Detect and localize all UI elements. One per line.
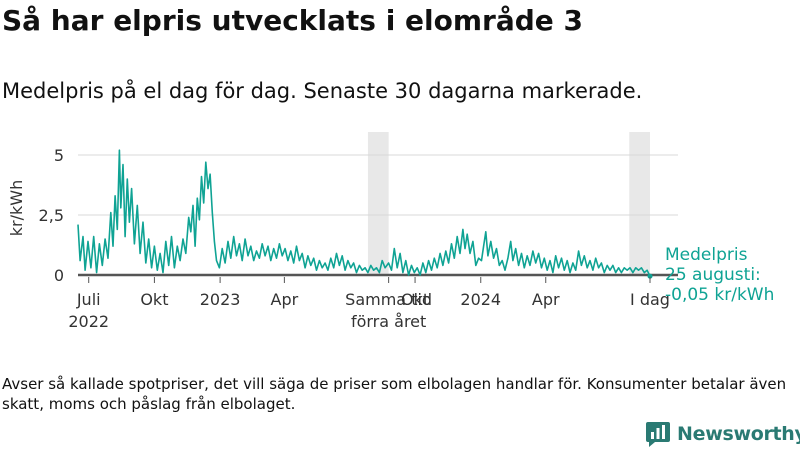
x-tick-label: Okt [140, 290, 168, 309]
x-tick-label: I dag [630, 290, 670, 309]
latest-value-annotation: Medelpris 25 augusti: -0,05 kr/kWh [665, 245, 774, 305]
annotation-line-1: Medelpris [665, 245, 748, 265]
x-axis-ticks: Juli 2022 Okt 2023 Apr Samma tid förra året Okt… [68, 277, 670, 331]
y-axis-label: kr/kWh [7, 180, 26, 236]
highlight-band-0 [367, 132, 389, 275]
x-tick-sublabel: förra året [351, 312, 426, 331]
y-tick-label: 5 [54, 146, 64, 165]
highlight-bands [367, 132, 650, 275]
brand-name: Newsworthy [677, 423, 800, 445]
y-gridlines [78, 154, 678, 216]
price-series-line [77, 149, 651, 277]
footnote: Avser så kallade spotpriser, det vill sä… [2, 375, 787, 413]
x-tick-label: Apr [271, 290, 299, 309]
y-tick-label: 0 [54, 266, 64, 285]
annotation-line-3: -0,05 kr/kWh [665, 285, 774, 305]
newsworthy-logo-icon [646, 422, 670, 447]
annotation-line-2: 25 augusti: [665, 265, 761, 285]
x-tick-label: Samma tid [345, 290, 432, 309]
x-tick-label: Juli [76, 290, 101, 309]
highlight-band-1 [629, 132, 650, 275]
x-tick-label: Apr [532, 290, 560, 309]
x-tick-label: 2024 [460, 290, 501, 309]
y-tick-label: 2,5 [39, 206, 64, 225]
latest-value-point [647, 273, 653, 279]
x-tick-sublabel: 2022 [68, 312, 109, 331]
chart-title: Så har elpris utvecklats i elområde 3 [2, 4, 584, 37]
chart-subtitle: Medelpris på el dag för dag. Senaste 30 … [2, 79, 643, 103]
y-tick-labels: 02,55 [39, 146, 64, 285]
x-tick-label: Okt [401, 290, 429, 309]
brand-logo: Newsworthy [645, 420, 800, 448]
x-tick-label: 2023 [200, 290, 241, 309]
